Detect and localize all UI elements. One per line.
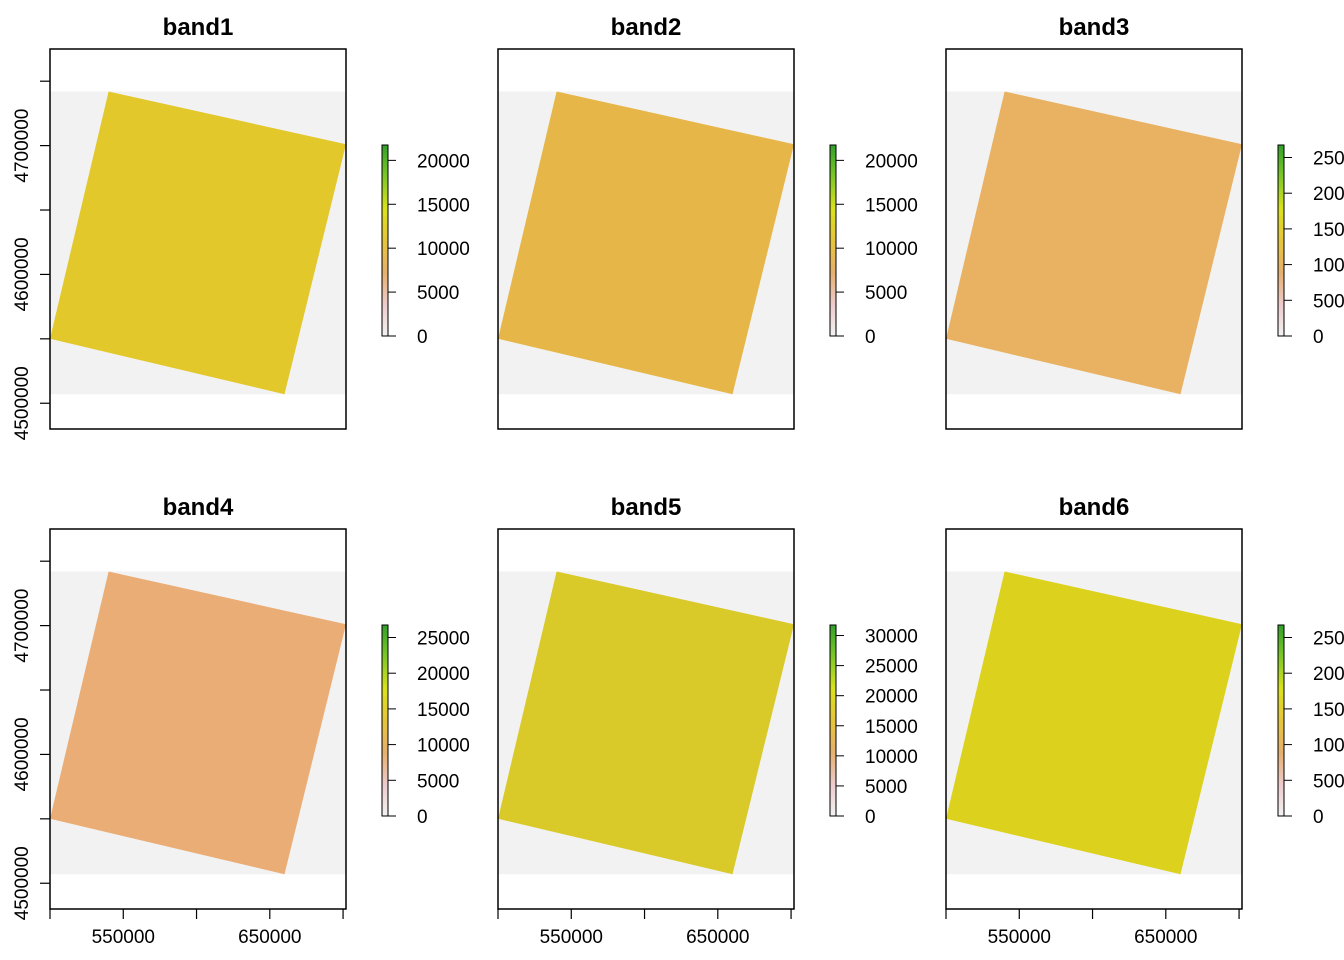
x-tick-label: 650000	[686, 927, 749, 948]
legend-tick-label: 250	[1313, 628, 1344, 649]
plot-frame	[497, 528, 795, 910]
legend-tick-label: 500	[1313, 291, 1344, 312]
panel-title: band4	[163, 494, 234, 521]
legend-tick-label: 10000	[865, 747, 918, 768]
legend-tick-label: 150	[1313, 220, 1344, 241]
legend-colorbar: 0 5000 10000 15000 20000	[381, 144, 470, 348]
legend-tick-label: 0	[1313, 327, 1324, 348]
legend-tick-label: 20000	[417, 664, 470, 685]
plot-frame	[497, 48, 795, 430]
legend-tick-label: 20000	[865, 687, 918, 708]
raster-footprint	[946, 571, 1242, 875]
panel-title: band6	[1059, 494, 1130, 521]
legend-tick-label: 0	[865, 807, 876, 828]
legend-tick-label: 5000	[865, 283, 907, 304]
x-tick-label: 550000	[540, 927, 603, 948]
raster-footprint	[498, 571, 794, 875]
legend-tick-label: 5000	[417, 283, 459, 304]
legend-bar	[381, 144, 389, 337]
y-tick-label: 4600000	[12, 237, 33, 311]
plot-frame	[49, 48, 347, 430]
legend-tick-label: 100	[1313, 736, 1344, 757]
panel-title: band2	[611, 14, 682, 41]
y-tick-label: 4500000	[12, 366, 33, 440]
x-tick-label: 550000	[92, 927, 155, 948]
raster-footprint	[946, 91, 1242, 395]
y-tick-label: 4700000	[12, 109, 33, 183]
x-tick-label: 550000	[988, 927, 1051, 948]
legend-tick-label: 20000	[417, 151, 470, 172]
panel-title: band5	[611, 494, 682, 521]
raster-footprint	[50, 571, 346, 875]
y-tick-label: 4700000	[12, 589, 33, 663]
legend-tick-label: 200	[1313, 184, 1344, 205]
panel-band3: band3 0 500 100 150 200 250	[945, 14, 1344, 430]
legend-tick-label: 15000	[417, 195, 470, 216]
panel-band2: band2 0 5000 10000 15000 20000	[497, 14, 918, 430]
legend-tick-label: 0	[417, 807, 428, 828]
legend-colorbar: 0 5000 10000 15000 20000	[829, 144, 918, 348]
legend-bar	[381, 624, 389, 817]
legend-tick-label: 0	[417, 327, 428, 348]
legend-tick-label: 25000	[865, 657, 918, 678]
panel-band1: band1 4500000 4600000 4700000 0 5000 10000 1500…	[12, 14, 470, 440]
panel-band4: band4 4500000 4600000 4700000 550000 650000 0 5…	[12, 494, 470, 948]
plot-frame	[945, 48, 1243, 430]
legend-tick-label: 15000	[865, 717, 918, 738]
legend-bar	[829, 624, 837, 817]
legend-tick-label: 15000	[417, 700, 470, 721]
legend-tick-label: 5000	[417, 771, 459, 792]
legend-bar	[1277, 624, 1285, 817]
legend-tick-label: 10000	[417, 736, 470, 757]
plot-frame	[49, 528, 347, 910]
x-tick-label: 650000	[238, 927, 301, 948]
legend-tick-label: 250	[1313, 148, 1344, 169]
legend-bar	[1277, 144, 1285, 337]
legend-tick-label: 10000	[417, 239, 470, 260]
legend-colorbar: 0 500 100 150 200 250	[1277, 624, 1344, 828]
legend-tick-label: 150	[1313, 700, 1344, 721]
legend-tick-label: 20000	[865, 151, 918, 172]
legend-tick-label: 100	[1313, 256, 1344, 277]
x-tick-label: 650000	[1134, 927, 1197, 948]
legend-tick-label: 15000	[865, 195, 918, 216]
y-tick-label: 4600000	[12, 717, 33, 791]
legend-colorbar: 0 5000 10000 15000 20000 25000 30000	[829, 624, 918, 828]
legend-colorbar: 0 500 100 150 200 250	[1277, 144, 1344, 348]
legend-tick-label: 0	[1313, 807, 1324, 828]
legend-colorbar: 0 5000 10000 15000 20000 25000	[381, 624, 470, 828]
plot-frame	[945, 528, 1243, 910]
raster-footprint	[498, 91, 794, 395]
panel-band5: band5 550000 650000 0 5000 10000 15000 20000 250…	[497, 494, 918, 948]
legend-tick-label: 10000	[865, 239, 918, 260]
legend-tick-label: 5000	[865, 777, 907, 798]
y-tick-label: 4500000	[12, 846, 33, 920]
legend-tick-label: 200	[1313, 664, 1344, 685]
panel-band6: band6 550000 650000 0 500 100 150 200 250	[945, 494, 1344, 948]
panel-title: band3	[1059, 14, 1130, 41]
panel-title: band1	[163, 14, 234, 41]
legend-bar	[829, 144, 837, 337]
legend-tick-label: 25000	[417, 628, 470, 649]
legend-tick-label: 0	[865, 327, 876, 348]
legend-tick-label: 30000	[865, 627, 918, 648]
legend-tick-label: 500	[1313, 771, 1344, 792]
raster-footprint	[50, 91, 346, 395]
